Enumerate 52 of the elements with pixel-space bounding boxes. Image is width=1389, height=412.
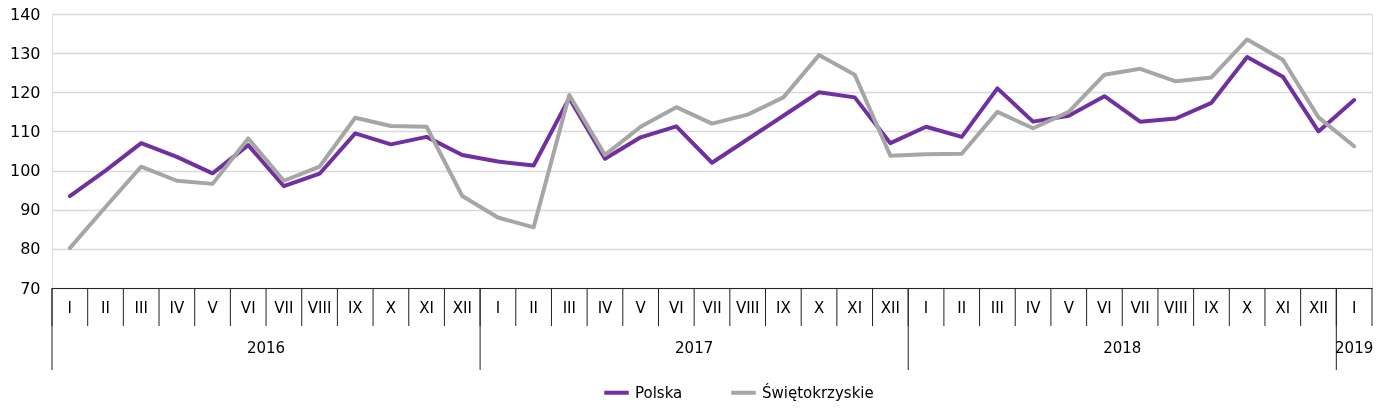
x-tick-label: IV [1025, 299, 1042, 317]
x-tick-label: I [67, 299, 73, 317]
x-tick-label: XII [1308, 299, 1329, 317]
x-tick-label: VIII [1164, 299, 1188, 317]
y-tick-label: 140 [9, 4, 41, 24]
x-tick-label: XI [419, 299, 434, 317]
x-tick-label: IX [1204, 299, 1219, 317]
x-tick-label: VIII [307, 299, 332, 317]
x-tick-label: I [495, 299, 501, 317]
x-tick-label: V [1063, 299, 1075, 317]
x-tick-label: XI [1275, 299, 1291, 317]
x-tick-label: X [1241, 299, 1253, 317]
x-tick-label: X [385, 299, 397, 317]
x-tick-label: V [635, 299, 647, 317]
x-tick-label: II [529, 299, 539, 317]
y-tick-label: 80 [20, 239, 41, 259]
x-tick-label: VI [668, 299, 684, 317]
x-tick-label: I [1351, 299, 1357, 317]
x-tick-label: XI [847, 299, 863, 317]
x-tick-label: II [957, 299, 967, 317]
x-tick-label: III [134, 299, 148, 317]
text: 2016 [246, 339, 286, 357]
y-tick-label: 130 [9, 43, 41, 63]
x-tick-label: XII [880, 299, 900, 317]
text: 2018 [1103, 339, 1142, 357]
x-tick-label: IV [169, 299, 185, 317]
x-tick-label: IX [347, 299, 363, 317]
x-tick-label: IV [597, 299, 614, 317]
x-tick-label: II [101, 299, 110, 317]
x-tick-label: V [207, 299, 219, 317]
x-tick-label: III [990, 299, 1005, 317]
legend-label: Świętokrzyskie [762, 382, 874, 402]
legend-label: Polska [635, 383, 683, 402]
y-tick-label: 110 [9, 121, 41, 141]
x-tick-label: I [923, 299, 929, 317]
x-tick-label: X [813, 299, 825, 317]
y-tick-label: 120 [9, 82, 41, 102]
x-tick-label: VIII [735, 299, 760, 317]
text: 2017 [675, 339, 714, 357]
x-tick-label: XII [452, 299, 472, 317]
line-series [67, 55, 1357, 199]
y-tick-label: 70 [20, 278, 41, 298]
x-tick-label: III [562, 299, 576, 317]
line-series [67, 37, 1357, 251]
x-tick-label: VII [1130, 299, 1150, 317]
x-tick-label: VII [274, 299, 294, 317]
x-tick-label: VI [1097, 299, 1112, 317]
x-tick-label: IX [776, 299, 791, 317]
x-tick-label: VI [240, 299, 256, 317]
y-tick-label: 100 [9, 161, 41, 181]
x-tick-label: VII [702, 299, 722, 317]
y-tick-label: 90 [20, 200, 41, 220]
